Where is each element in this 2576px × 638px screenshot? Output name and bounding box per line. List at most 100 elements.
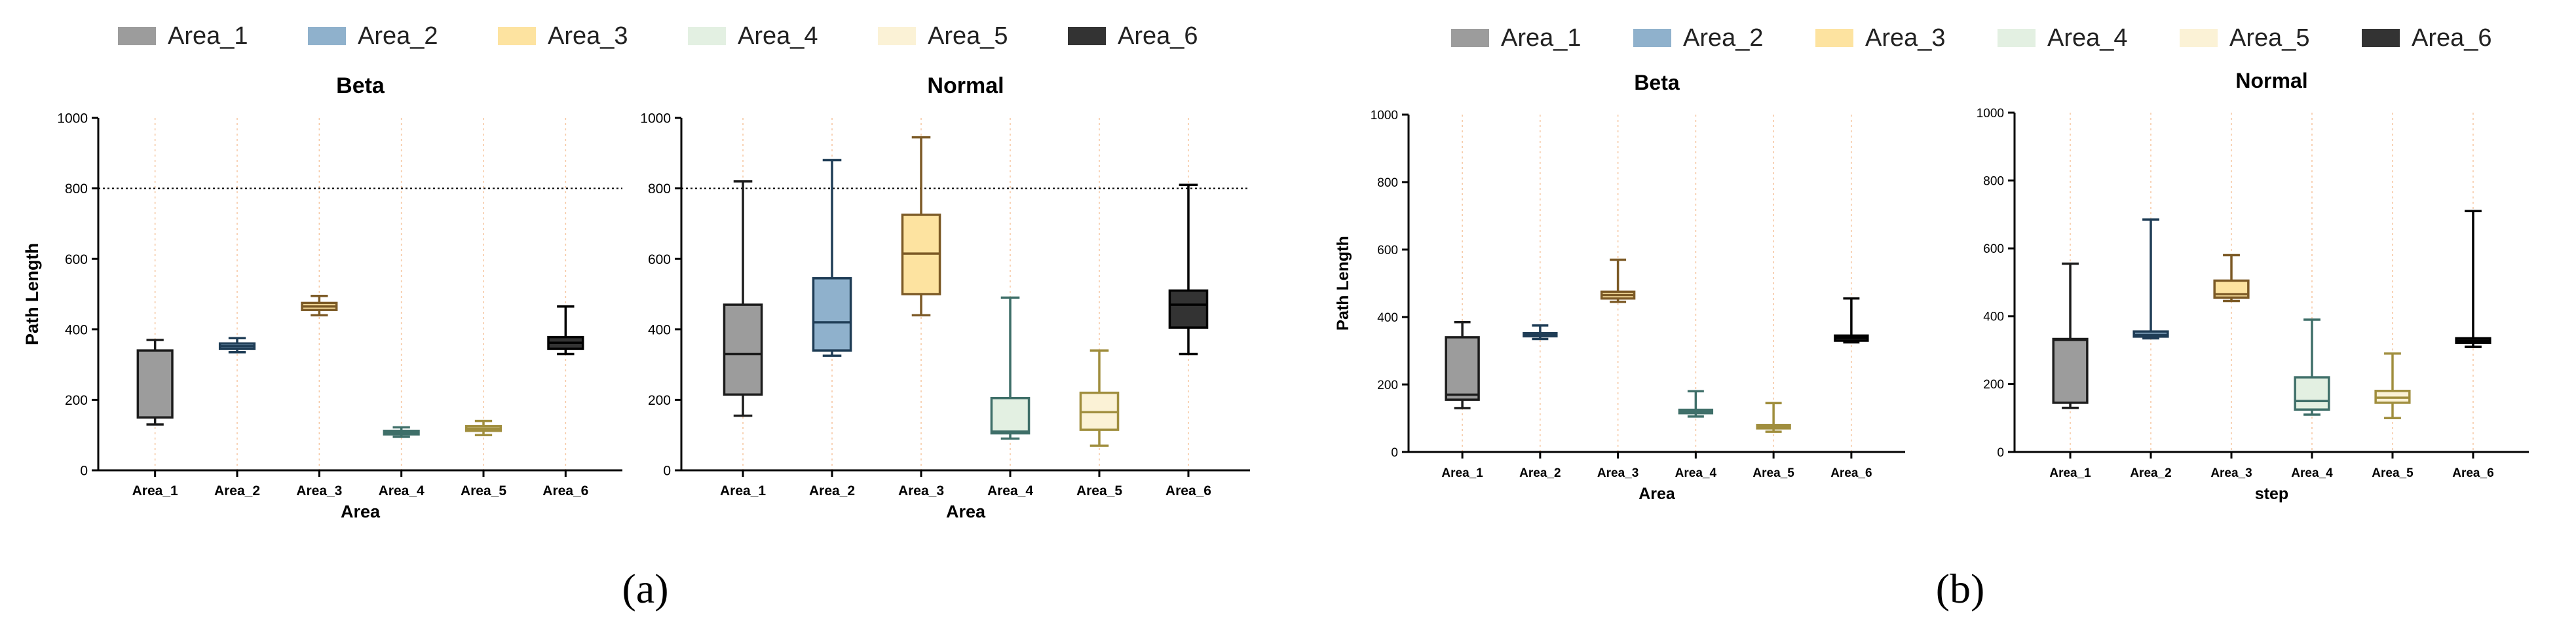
y-tick-label: 0 (663, 464, 671, 479)
legend-label: Area_4 (738, 22, 818, 50)
box-body (990, 396, 1031, 435)
y-tick-label: 0 (1391, 446, 1398, 460)
y-tick-label: 1000 (57, 111, 88, 126)
chart-title: Beta (1634, 71, 1680, 94)
legend-label: Area_5 (2229, 24, 2310, 52)
x-tick-label: Area_3 (296, 483, 342, 498)
y-tick-label: 800 (648, 181, 671, 197)
box-area-1 (1445, 320, 1480, 409)
box-area-5 (464, 419, 502, 436)
box-area-4 (2294, 318, 2330, 416)
x-tick-label: Area_3 (1597, 466, 1638, 480)
box-area-2 (2132, 218, 2169, 340)
box-body (2294, 376, 2330, 411)
legend-label: Area_6 (1118, 22, 1198, 50)
panel-label: (a) (622, 565, 668, 612)
box-area-3 (2213, 253, 2250, 303)
legend-label: Area_5 (928, 22, 1008, 50)
y-tick-label: 600 (1983, 242, 2004, 256)
legend-swatch (1998, 29, 2036, 47)
box-area-6 (2455, 210, 2491, 348)
y-tick-label: 1000 (1371, 109, 1398, 122)
x-tick-label: Area_1 (720, 483, 766, 498)
legend-label: Area_6 (2412, 24, 2492, 52)
x-tick-label: Area_2 (2130, 466, 2171, 480)
legend-swatch (118, 27, 156, 45)
legend-label: Area_2 (358, 22, 438, 50)
legend-label: Area_1 (168, 22, 248, 50)
legend-label: Area_3 (1865, 24, 1946, 52)
y-tick-label: 400 (65, 322, 88, 337)
x-axis-label: Area (946, 502, 986, 521)
x-tick-label: Area_2 (1519, 466, 1561, 480)
y-tick-label: 600 (1377, 244, 1398, 257)
box-body (1168, 289, 1209, 329)
x-axis-label: step (2255, 485, 2288, 503)
x-tick-label: Area_4 (987, 483, 1033, 498)
box-body (2052, 337, 2089, 404)
box-area-6 (547, 305, 584, 356)
legend-label: Area_1 (1501, 24, 1582, 52)
legend-swatch (498, 27, 536, 45)
chart-4: Normal 0 200 400 600 800 1000 Area_1 Area_2 Area_… (1977, 69, 2529, 503)
y-tick-label: 400 (648, 322, 671, 337)
y-tick-label: 200 (65, 393, 88, 408)
box-area-2 (218, 337, 256, 354)
box-body (812, 277, 852, 352)
x-tick-label: Area_1 (132, 483, 178, 498)
legend-swatch (2362, 29, 2400, 47)
x-tick-label: Area_6 (2452, 466, 2493, 480)
box-area-5 (1756, 402, 1791, 433)
legend-swatch (688, 27, 726, 45)
box-area-5 (1079, 349, 1120, 447)
x-axis-label: Area (341, 502, 381, 521)
box-body (1445, 336, 1480, 401)
y-tick-label: 200 (648, 393, 671, 408)
y-tick-label: 1000 (1977, 107, 2004, 121)
chart-title: Normal (927, 73, 1004, 98)
x-tick-label: Area_3 (2210, 466, 2252, 480)
legend-label: Area_3 (548, 22, 628, 50)
y-tick-label: 800 (1983, 174, 2004, 188)
x-tick-label: Area_4 (2291, 466, 2333, 480)
legend-swatch (1451, 29, 1489, 47)
legend-swatch (878, 27, 916, 45)
x-tick-label: Area_6 (542, 483, 588, 498)
x-tick-label: Area_5 (2372, 466, 2414, 480)
legend-swatch (1068, 27, 1106, 45)
box-area-6 (1834, 297, 1869, 344)
y-tick-label: 200 (1983, 378, 2004, 392)
y-tick-label: 800 (65, 181, 88, 197)
x-tick-label: Area_2 (809, 483, 855, 498)
y-tick-label: 600 (648, 252, 671, 267)
y-tick-label: 400 (1377, 311, 1398, 325)
y-tick-label: 0 (1997, 446, 2004, 460)
x-tick-label: Area_1 (1441, 466, 1483, 480)
box-area-4 (990, 296, 1031, 440)
box-area-1 (2052, 262, 2089, 409)
legend-label: Area_2 (1683, 24, 1764, 52)
legend: Area_1 Area_2 Area_3 Area_4 Area_5 Area_6 (118, 22, 1198, 50)
x-tick-label: Area_4 (379, 483, 425, 498)
x-tick-label: Area_5 (461, 483, 506, 498)
box-area-2 (812, 159, 852, 357)
legend-swatch (1633, 29, 1671, 47)
x-tick-label: Area_1 (2049, 466, 2091, 480)
legend-swatch (1815, 29, 1853, 47)
legend-swatch (2180, 29, 2218, 47)
y-tick-label: 400 (1983, 310, 2004, 324)
legend-swatch (308, 27, 346, 45)
chart-title: Normal (2235, 69, 2307, 92)
box-area-2 (1523, 324, 1558, 341)
box-area-5 (2374, 352, 2411, 419)
x-tick-label: Area_6 (1830, 466, 1872, 480)
box-area-4 (1678, 390, 1714, 418)
y-tick-label: 800 (1377, 176, 1398, 190)
y-tick-label: 0 (80, 464, 88, 479)
x-tick-label: Area_4 (1675, 466, 1717, 480)
x-axis-label: Area (1638, 485, 1676, 503)
box-body (723, 303, 763, 396)
panel-label: (b) (1936, 565, 1985, 612)
